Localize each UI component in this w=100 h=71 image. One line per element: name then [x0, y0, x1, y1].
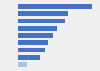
Bar	[18, 19, 65, 23]
Bar	[18, 40, 48, 45]
Bar	[18, 26, 56, 31]
Bar	[18, 33, 53, 38]
Bar	[18, 11, 68, 16]
Bar	[18, 4, 92, 9]
Bar	[18, 48, 45, 52]
Bar	[18, 62, 27, 67]
Bar	[18, 55, 40, 60]
